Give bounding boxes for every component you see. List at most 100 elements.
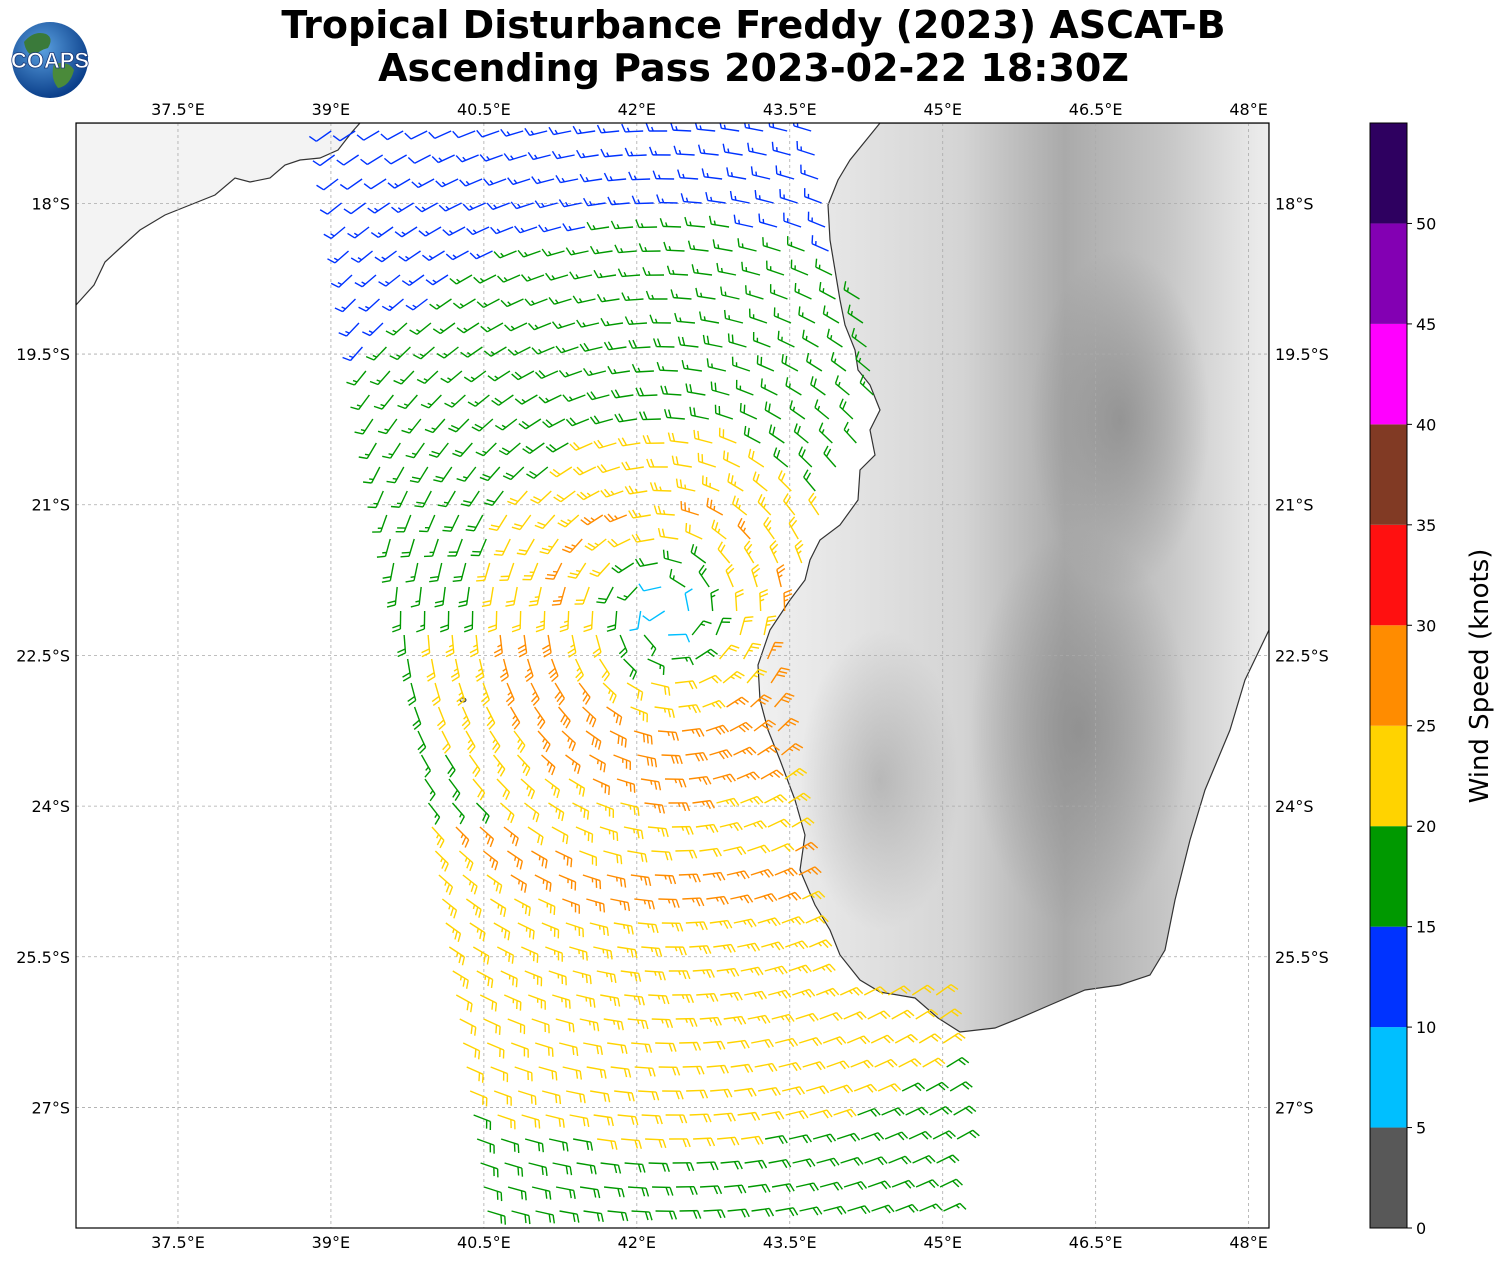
wind-barb: [823, 1205, 847, 1215]
wind-barb: [664, 778, 687, 788]
wind-barb: [401, 418, 422, 434]
wind-barb: [719, 644, 740, 660]
wind-barb: [943, 1202, 967, 1212]
wind-barb: [942, 1032, 966, 1044]
wind-barb: [901, 1082, 926, 1092]
wind-barb: [463, 610, 474, 633]
wind-barb: [576, 1162, 597, 1175]
wind-barb: [891, 1179, 916, 1189]
wind-barb: [627, 1018, 649, 1030]
wind-barb: [545, 946, 563, 962]
wind-barb: [635, 219, 658, 229]
wind-barb: [572, 466, 597, 476]
wind-barb: [758, 1086, 781, 1097]
wind-barb: [719, 123, 740, 132]
wind-barb: [929, 1106, 953, 1116]
wind-barb: [722, 450, 741, 468]
wind-barb: [472, 946, 490, 965]
wind-barb: [621, 292, 644, 302]
wind-barb: [741, 261, 761, 276]
wind-barb: [572, 802, 590, 820]
wind-barb: [614, 413, 637, 423]
wind-barb: [363, 178, 387, 190]
wind-barb: [713, 1112, 736, 1122]
wind-barb: [440, 610, 450, 633]
wind-barb: [818, 281, 836, 300]
wind-barb: [710, 1088, 733, 1098]
wind-barb: [562, 394, 586, 402]
wind-barb: [541, 1090, 562, 1105]
wind-barb: [789, 400, 806, 420]
wind-barb: [786, 236, 805, 252]
wind-barb: [405, 442, 425, 459]
wind-barb: [641, 1114, 663, 1125]
wind-barb: [788, 516, 799, 540]
wind-barb: [607, 1042, 628, 1054]
wind-barb: [534, 200, 558, 209]
wind-barb: [809, 939, 833, 949]
wind-barb: [638, 1090, 660, 1101]
colorbar-bin: [1370, 524, 1407, 626]
wind-barb: [330, 274, 353, 288]
wind-barb: [836, 1132, 861, 1142]
wind-barb: [542, 418, 566, 428]
wind-barb: [642, 435, 665, 445]
wind-barb: [424, 778, 436, 802]
lat-tick-label-left: 18°S: [31, 194, 70, 213]
wind-barb: [631, 195, 654, 205]
wind-barb: [677, 169, 699, 180]
wind-barb: [826, 328, 843, 348]
wind-barb: [799, 1206, 823, 1216]
wind-barb: [715, 617, 732, 636]
lat-tick-label-right: 22.5°S: [1275, 646, 1329, 665]
wind-barb: [645, 290, 668, 300]
wind-barb: [621, 461, 644, 471]
wind-barb: [428, 130, 452, 139]
wind-barb: [761, 1110, 785, 1121]
wind-barb: [432, 322, 456, 335]
wind-barb: [485, 706, 496, 730]
wind-barb: [815, 258, 833, 276]
wind-barb: [414, 490, 432, 508]
wind-barb: [631, 533, 655, 543]
wind-barb: [714, 404, 734, 420]
wind-barb: [822, 1036, 847, 1046]
wind-barb: [735, 379, 754, 396]
wind-barb: [527, 152, 551, 161]
wind-barb: [583, 610, 594, 633]
wind-barb: [565, 754, 581, 775]
wind-barb: [642, 266, 665, 276]
wind-barb: [569, 271, 593, 280]
wind-barb: [754, 893, 778, 903]
wind-barb: [617, 946, 638, 959]
wind-barb: [395, 514, 412, 533]
wind-barb: [734, 588, 744, 612]
wind-barb: [511, 370, 535, 381]
wind-barb: [766, 641, 784, 660]
wind-barb: [524, 970, 543, 987]
wind-barb: [770, 667, 790, 684]
wind-barb: [777, 330, 795, 348]
wind-barb: [802, 329, 819, 348]
wind-barb: [517, 1090, 537, 1105]
wind-barb: [507, 346, 531, 356]
map-plot-area[interactable]: [76, 117, 1269, 1228]
wind-barb: [451, 802, 465, 825]
wind-barb: [726, 167, 747, 180]
wind-barb: [438, 202, 462, 212]
wind-barb: [777, 717, 800, 732]
wind-barb: [387, 178, 411, 189]
wind-barb: [746, 668, 768, 684]
wind-barb: [575, 826, 594, 843]
wind-barb: [710, 588, 719, 612]
wind-barb: [499, 562, 515, 582]
wind-barb: [483, 1018, 501, 1036]
wind-barb: [407, 682, 417, 706]
wind-barb: [346, 370, 367, 386]
wind-barb: [741, 1135, 764, 1145]
wind-barb: [781, 1086, 806, 1096]
wind-barb: [312, 154, 336, 167]
wind-barb: [640, 778, 662, 791]
wind-barb: [727, 1208, 750, 1218]
wind-barb: [816, 1157, 840, 1167]
